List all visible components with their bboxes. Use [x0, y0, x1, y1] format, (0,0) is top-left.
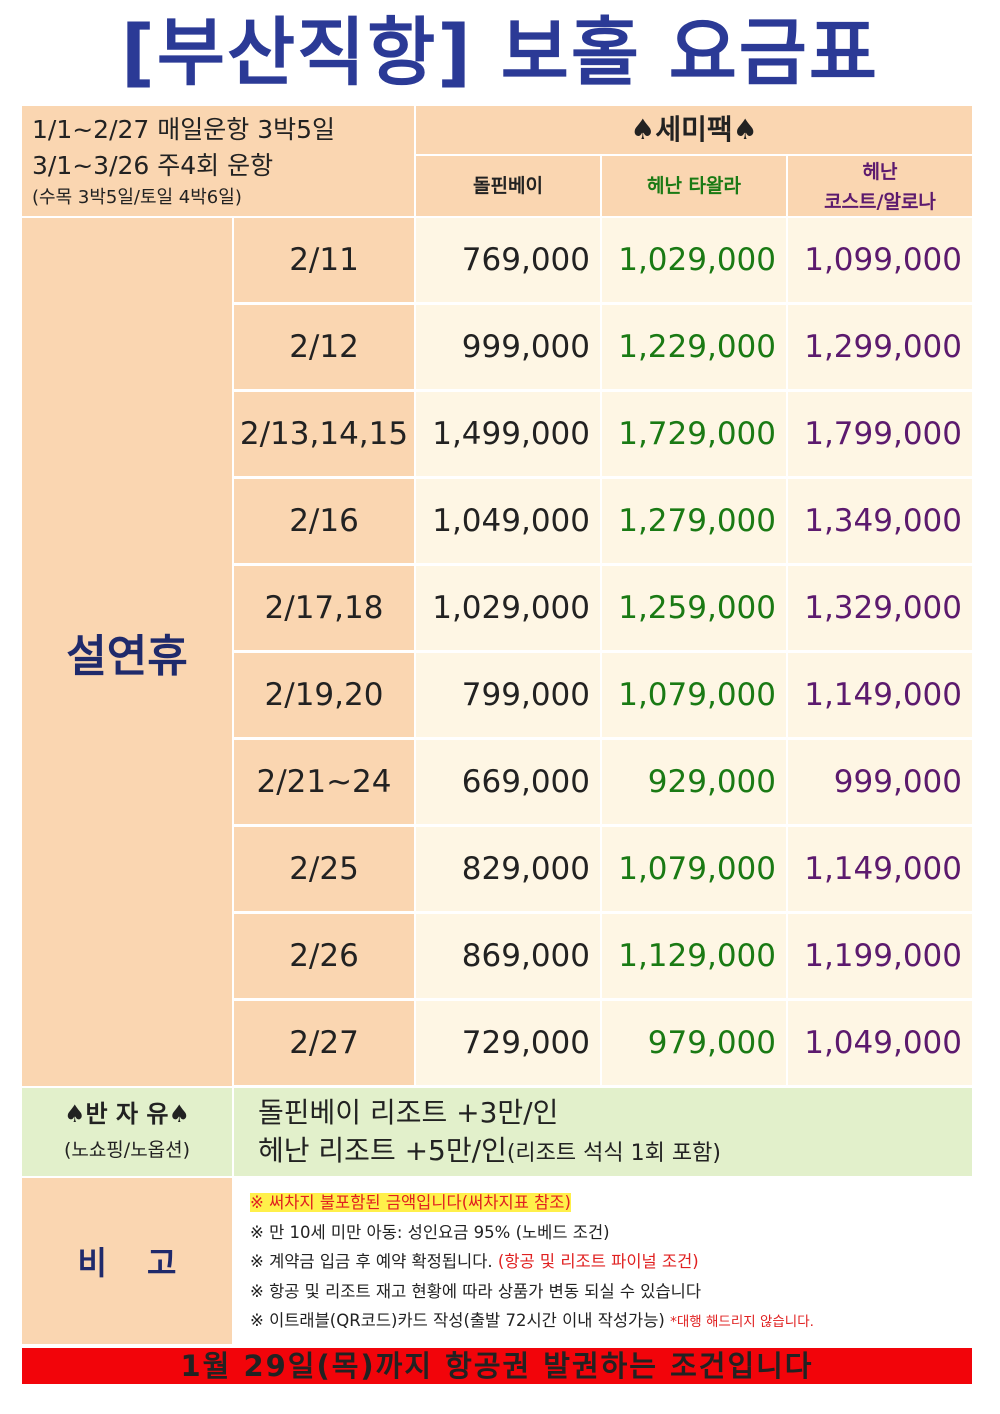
- row-date: 2/16: [234, 479, 414, 563]
- price-henann-coast-alona: 1,799,000: [788, 392, 972, 476]
- price-henann-coast-alona: 1,149,000: [788, 653, 972, 737]
- note-text: ※ 이트래블(QR코드)카드 작성(출발 72시간 이내 작성가능): [250, 1311, 665, 1330]
- schedule-line-3: (수목 3박5일/토일 4박6일): [32, 187, 242, 208]
- row-date: 2/17,18: [234, 566, 414, 650]
- notes-list: ※ 써차지 불포함된 금액입니다(써차지표 참조) ※ 만 10세 미만 아동:…: [234, 1178, 972, 1344]
- price-henann-tawala: 979,000: [602, 1001, 786, 1085]
- price-dolphin-bay: 799,000: [416, 653, 600, 737]
- price-henann-coast-alona: 1,099,000: [788, 218, 972, 302]
- price-dolphin-bay: 669,000: [416, 740, 600, 824]
- price-henann-tawala: 1,079,000: [602, 827, 786, 911]
- price-henann-coast-alona: 999,000: [788, 740, 972, 824]
- note-text: ※ 계약금 입금 후 예약 확정됩니다.: [250, 1252, 493, 1271]
- half-free-subtitle: (노쇼핑/노옵션): [63, 1139, 191, 1161]
- price-henann-tawala: 1,279,000: [602, 479, 786, 563]
- price-row: 2/26 869,000 1,129,000 1,199,000: [234, 914, 972, 998]
- price-henann-coast-alona: 1,329,000: [788, 566, 972, 650]
- row-date: 2/26: [234, 914, 414, 998]
- row-date: 2/11: [234, 218, 414, 302]
- row-date: 2/25: [234, 827, 414, 911]
- price-dolphin-bay: 1,049,000: [416, 479, 600, 563]
- price-henann-coast-alona: 1,199,000: [788, 914, 972, 998]
- page-title: [부산직항] 보홀 요금표: [121, 10, 879, 96]
- price-row: 2/12 999,000 1,229,000 1,299,000: [234, 305, 972, 389]
- column-header-label-line2: 코스트/알로나: [824, 191, 936, 213]
- row-date: 2/12: [234, 305, 414, 389]
- price-row: 2/17,18 1,029,000 1,259,000 1,329,000: [234, 566, 972, 650]
- column-header-henann-tawala: 헤난 타왈라: [602, 156, 786, 216]
- note-item: ※ 써차지 불포함된 금액입니다(써차지표 참조): [250, 1188, 972, 1218]
- row-date: 2/21~24: [234, 740, 414, 824]
- column-header-label: 돌핀베이: [473, 175, 543, 197]
- price-henann-tawala: 1,129,000: [602, 914, 786, 998]
- note-item: ※ 이트래블(QR코드)카드 작성(출발 72시간 이내 작성가능) *대행 해…: [250, 1306, 972, 1338]
- price-row: 2/16 1,049,000 1,279,000 1,349,000: [234, 479, 972, 563]
- row-date: 2/27: [234, 1001, 414, 1085]
- price-dolphin-bay: 1,499,000: [416, 392, 600, 476]
- price-henann-tawala: 1,729,000: [602, 392, 786, 476]
- price-dolphin-bay: 769,000: [416, 218, 600, 302]
- notes-label: 비고: [22, 1178, 232, 1344]
- note-item: ※ 만 10세 미만 아동: 성인요금 95% (노베드 조건): [250, 1222, 610, 1242]
- price-row: 2/21~24 669,000 929,000 999,000: [234, 740, 972, 824]
- note-item: ※ 항공 및 리조트 재고 현황에 따라 상품가 변동 되실 수 있습니다: [250, 1281, 702, 1301]
- price-henann-tawala: 1,079,000: [602, 653, 786, 737]
- half-free-label: ♠반 자 유♠ (노쇼핑/노옵션): [22, 1088, 232, 1176]
- price-dolphin-bay: 869,000: [416, 914, 600, 998]
- schedule-line-2: 3/1~3/26 주4회 운항: [32, 151, 274, 180]
- row-date: 2/13,14,15: [234, 392, 414, 476]
- column-header-label: 헤난 타왈라: [646, 175, 741, 197]
- price-henann-coast-alona: 1,299,000: [788, 305, 972, 389]
- price-dolphin-bay: 829,000: [416, 827, 600, 911]
- half-free-line-2: 헤난 리조트 +5만/인(리조트 석식 1회 포함): [258, 1132, 972, 1173]
- price-row: 2/25 829,000 1,079,000 1,149,000: [234, 827, 972, 911]
- schedule-line-1: 1/1~2/27 매일운항 3박5일: [32, 115, 336, 144]
- package-title: ♠세미팩♠: [416, 106, 972, 154]
- column-header-henann-coast-alona: 헤난 코스트/알로나: [788, 156, 972, 216]
- note-item: ※ 계약금 입금 후 예약 확정됩니다. (항공 및 리조트 파이널 조건): [250, 1247, 972, 1277]
- column-header-label-line1: 헤난: [862, 161, 898, 183]
- price-henann-coast-alona: 1,349,000: [788, 479, 972, 563]
- price-henann-tawala: 1,259,000: [602, 566, 786, 650]
- price-dolphin-bay: 729,000: [416, 1001, 600, 1085]
- note-surcharge-highlight: ※ 써차지 불포함된 금액입니다(써차지표 참조): [250, 1193, 571, 1212]
- note-small-red-text: *대행 해드리지 않습니다.: [670, 1314, 814, 1330]
- price-dolphin-bay: 1,029,000: [416, 566, 600, 650]
- half-free-title: ♠반 자 유♠: [64, 1100, 190, 1128]
- price-henann-coast-alona: 1,149,000: [788, 827, 972, 911]
- price-row: 2/13,14,15 1,499,000 1,729,000 1,799,000: [234, 392, 972, 476]
- price-henann-tawala: 1,229,000: [602, 305, 786, 389]
- half-free-line-2-main: 헤난 리조트 +5만/인: [258, 1134, 507, 1167]
- price-dolphin-bay: 999,000: [416, 305, 600, 389]
- price-row: 2/27 729,000 979,000 1,049,000: [234, 1001, 972, 1085]
- footer-banner: 1월 29일(목)까지 항공권 발권하는 조건입니다: [22, 1348, 972, 1384]
- schedule-info: 1/1~2/27 매일운항 3박5일 3/1~3/26 주4회 운항 (수목 3…: [22, 106, 414, 216]
- price-henann-tawala: 929,000: [602, 740, 786, 824]
- half-free-line-2-note: (리조트 석식 1회 포함): [506, 1141, 721, 1166]
- holiday-label: 설연휴: [22, 218, 232, 1086]
- price-henann-tawala: 1,029,000: [602, 218, 786, 302]
- half-free-line-1: 돌핀베이 리조트 +3만/인: [258, 1096, 559, 1129]
- price-row: 2/11 769,000 1,029,000 1,099,000: [234, 218, 972, 302]
- half-free-details: 돌핀베이 리조트 +3만/인 헤난 리조트 +5만/인(리조트 석식 1회 포함…: [234, 1088, 972, 1176]
- row-date: 2/19,20: [234, 653, 414, 737]
- column-header-dolphin-bay: 돌핀베이: [416, 156, 600, 216]
- price-henann-coast-alona: 1,049,000: [788, 1001, 972, 1085]
- price-row: 2/19,20 799,000 1,079,000 1,149,000: [234, 653, 972, 737]
- note-red-text: (항공 및 리조트 파이널 조건): [497, 1252, 699, 1271]
